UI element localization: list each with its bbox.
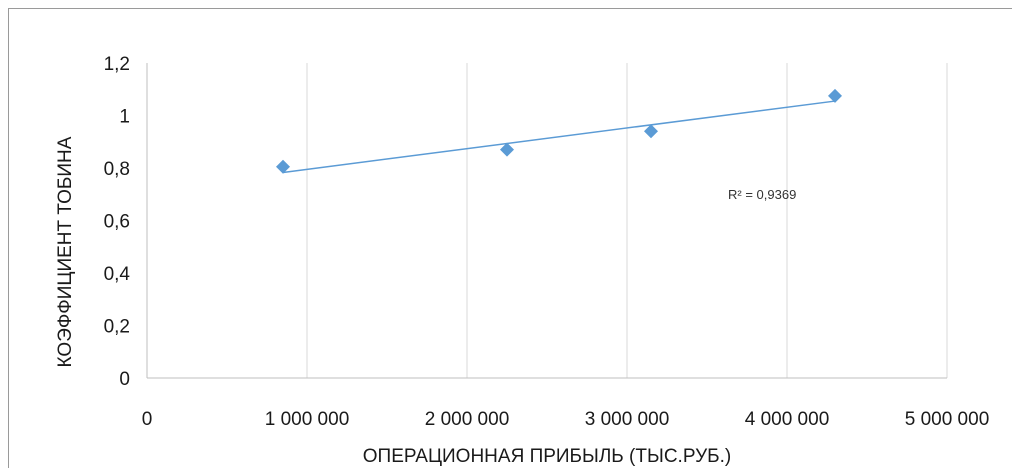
y-tick-labels: 0 0,2 0,4 0,6 0,8 1 1,2 [104, 54, 131, 390]
trendline [282, 100, 836, 174]
gridlines [306, 63, 948, 378]
x-tick-label: 1 000 000 [265, 409, 350, 430]
x-tick-label: 0 [142, 409, 153, 430]
x-tick-label: 4 000 000 [745, 409, 830, 430]
y-tick-label: 0,4 [104, 264, 131, 285]
y-tick-label: 0 [119, 369, 130, 390]
data-points [276, 88, 842, 174]
x-tick-label: 2 000 000 [425, 409, 510, 430]
x-tick-label: 3 000 000 [585, 409, 670, 430]
y-tick-label: 1 [119, 107, 130, 128]
data-point [276, 159, 290, 174]
trendline-line [282, 100, 836, 174]
y-tick-label: 0,8 [104, 159, 130, 180]
chart-frame [8, 8, 1012, 468]
r-squared-label: R² = 0,9369 [728, 187, 796, 202]
axes [146, 63, 947, 379]
data-point [828, 88, 842, 103]
x-tick-label: 5 000 000 [905, 409, 990, 430]
y-axis-title: КОЭФФИЦИЕНТ ТОБИНА [55, 136, 76, 367]
data-point [644, 124, 658, 139]
data-point [500, 142, 514, 157]
y-tick-label: 0,6 [104, 212, 130, 233]
y-tick-label: 0,2 [104, 317, 130, 338]
x-axis-title: ОПЕРАЦИОННАЯ ПРИБЫЛЬ (ТЫС.РУБ.) [363, 446, 731, 467]
y-tick-label: 1,2 [104, 54, 130, 75]
x-tick-labels: 0 1 000 000 2 000 000 3 000 000 4 000 000 5 0… [142, 409, 990, 430]
